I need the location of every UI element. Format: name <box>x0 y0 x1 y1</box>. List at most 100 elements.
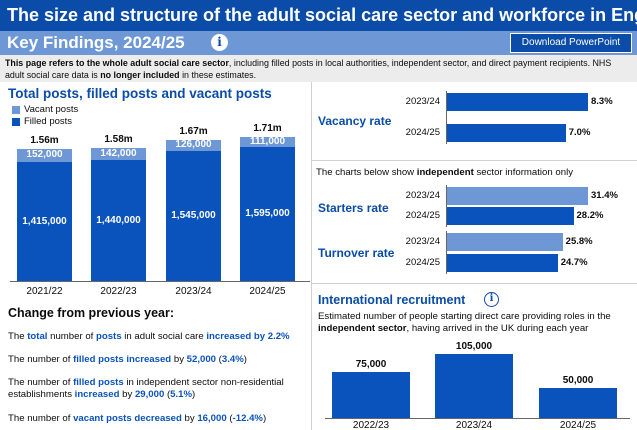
change-2g: ( <box>216 354 222 365</box>
change-1e: in adult social care <box>121 331 207 342</box>
vacancy-value-2023/24: 8.3% <box>591 96 613 107</box>
posts-chart-title: Total posts, filled posts and vacant pos… <box>8 86 272 101</box>
notice-text-4: in these estimates. <box>179 70 257 80</box>
key-findings-title: Key Findings, 2024/25 <box>7 33 185 52</box>
international-x-axis <box>325 418 630 419</box>
change-2i: ) <box>243 354 247 365</box>
notice-bold-1: This page refers to the whole adult soci… <box>5 58 229 68</box>
change-1f: increased by 2.2% <box>206 331 290 342</box>
turnover-year-2023/24: 2023/24 <box>405 236 440 247</box>
starters-value-2023/24: 31.4% <box>591 190 618 201</box>
sector-note-b: independent <box>416 167 474 178</box>
legend-filled: Filled posts <box>12 116 78 128</box>
key-findings-bar: Key Findings, 2024/25 i Download PowerPo… <box>0 31 637 55</box>
notice-bold-3: no longer included <box>100 70 180 80</box>
change-2a: The number of <box>8 354 74 365</box>
change-1b: total <box>27 331 48 342</box>
change-1d: posts <box>96 331 122 342</box>
intl-desc-b: independent sector <box>318 323 407 334</box>
download-powerpoint-button[interactable]: Download PowerPoint <box>510 33 632 53</box>
rates-divider-1 <box>312 160 637 161</box>
posts-x-axis <box>10 281 310 282</box>
total-label-2022/23: 1.58m <box>104 133 133 145</box>
vacancy-bar-2024/25 <box>446 124 566 142</box>
change-4a: The number of <box>8 413 74 424</box>
intl-x-label-2023/24: 2023/24 <box>455 420 493 430</box>
vacant-bar-2022/23: 142,000 <box>91 147 146 160</box>
rates-divider-2 <box>312 283 637 284</box>
change-2b: filled posts <box>73 354 124 365</box>
vacant-bar-2021/22: 152,000 <box>17 149 72 162</box>
intl-bar-2024/25 <box>539 387 617 418</box>
change-2h: 3.4% <box>221 354 244 365</box>
change-4h: -12.4% <box>232 413 263 424</box>
change-3a: The number of <box>8 377 74 388</box>
turnover-bar-2023/24 <box>446 233 563 251</box>
starters-bar-2023/24 <box>446 187 588 205</box>
independent-sector-note: The charts below show independent sector… <box>316 167 573 178</box>
turnover-year-2024/25: 2024/25 <box>405 257 440 268</box>
change-3h: 5.1% <box>170 389 193 400</box>
change-line-total: The total number of posts in adult socia… <box>8 331 308 343</box>
starters-year-2024/25: 2024/25 <box>405 210 440 221</box>
change-3i: ) <box>192 389 196 400</box>
international-description: Estimated number of people starting dire… <box>318 311 634 335</box>
page-title: The size and structure of the adult soci… <box>0 0 637 31</box>
legend-filled-label: Filled posts <box>24 116 73 127</box>
filled-bar-2024/25: 1,595,000 <box>240 146 295 281</box>
starters-rate-title: Starters rate <box>318 201 389 215</box>
intl-desc-a: Estimated number of people starting dire… <box>318 311 611 322</box>
notice-text-2: , including filled posts in local author… <box>5 58 612 80</box>
intl-bar-2023/24 <box>435 354 513 418</box>
turnover-axis <box>446 231 447 274</box>
change-line-vacant: The number of vacant posts decreased by … <box>8 413 308 425</box>
vacancy-year-2024/25: 2024/25 <box>405 127 440 138</box>
total-label-2023/24: 1.67m <box>179 126 208 138</box>
intl-value-2023/24: 105,000 <box>455 341 493 352</box>
change-3d: increased <box>74 389 120 400</box>
change-1a: The <box>8 331 28 342</box>
change-3f: 29,000 <box>134 389 165 400</box>
turnover-bar-2024/25 <box>446 254 558 272</box>
turnover-rate-title: Turnover rate <box>318 246 395 260</box>
change-3g: ( <box>164 389 171 400</box>
info-icon[interactable]: i <box>211 34 228 51</box>
international-recruitment-title: International recruitment <box>318 293 466 307</box>
vacancy-axis <box>446 91 447 144</box>
change-4d: decreased <box>134 413 182 424</box>
change-4f: 16,000 <box>197 413 227 424</box>
filled-bar-2023/24: 1,545,000 <box>166 150 221 281</box>
change-3b: filled posts <box>73 377 124 388</box>
total-label-2021/22: 1.56m <box>30 135 59 147</box>
sector-note-c: sector information only <box>473 167 573 178</box>
filled-bar-2021/22: 1,415,000 <box>17 161 72 281</box>
change-4b: vacant posts <box>73 413 132 424</box>
change-3c: in independent sector non-residential es… <box>8 377 284 400</box>
intl-bar-2022/23 <box>332 372 410 418</box>
x-label-2023/24: 2023/24 <box>175 286 212 297</box>
change-title: Change from previous year: <box>8 306 175 320</box>
turnover-value-2024/25: 24.7% <box>560 257 588 268</box>
total-label-2024/25: 1.71m <box>253 123 282 135</box>
change-2f: 52,000 <box>186 354 216 365</box>
starters-year-2023/24: 2023/24 <box>405 190 440 201</box>
intl-x-label-2022/23: 2022/23 <box>352 420 390 430</box>
x-label-2022/23: 2022/23 <box>100 286 137 297</box>
change-line-filled: The number of filled posts increased by … <box>8 354 308 366</box>
turnover-value-2023/24: 25.8% <box>565 236 593 247</box>
starters-bar-2024/25 <box>446 207 574 225</box>
change-3e: by <box>119 389 135 400</box>
change-1c: number of <box>47 331 96 342</box>
vacancy-rate-title: Vacancy rate <box>318 114 392 128</box>
x-label-2021/22: 2021/22 <box>26 286 63 297</box>
starters-value-2024/25: 28.2% <box>576 210 604 221</box>
column-divider <box>311 82 312 430</box>
legend-vacant-label: Vacant posts <box>24 104 79 115</box>
legend-vacant: Vacant posts <box>12 104 78 116</box>
legend-swatch-vacant <box>12 106 20 114</box>
scope-notice: This page refers to the whole adult soci… <box>0 55 637 82</box>
change-4i: ) <box>262 413 267 424</box>
change-4e: by <box>181 413 198 424</box>
international-info-icon[interactable]: i <box>484 292 499 307</box>
vacant-bar-2023/24: 126,000 <box>166 140 221 151</box>
